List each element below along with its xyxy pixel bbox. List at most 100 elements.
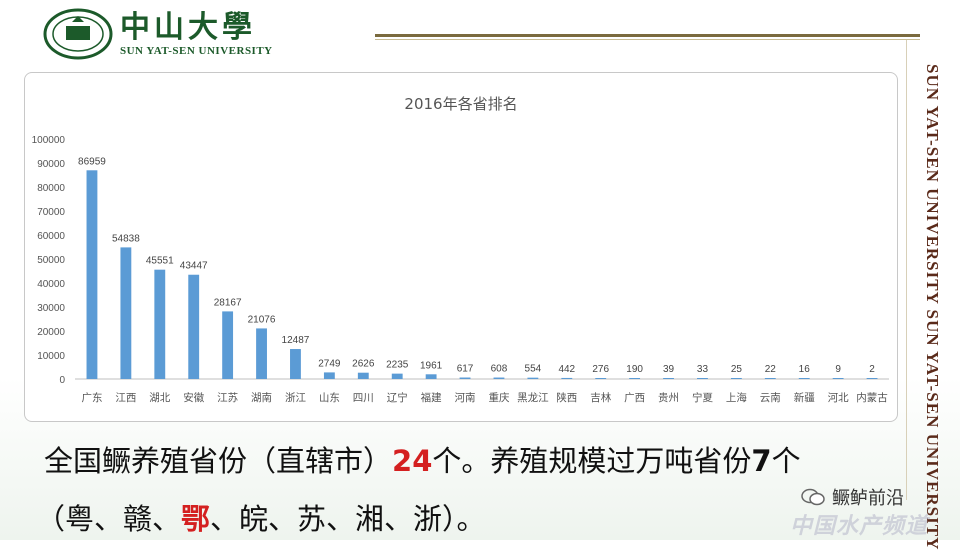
bar [188,274,200,379]
y-tick-label: 100000 [32,135,66,146]
x-tick-label: 浙江 [285,392,306,404]
data-label: 442 [558,364,575,375]
chart-title: 2016年各省排名 [404,95,517,113]
data-label: 2749 [318,358,341,369]
bar [154,269,166,379]
x-tick-label: 新疆 [794,391,815,404]
summary-line-2: （粤、赣、鄂、皖、苏、湘、浙）。 [36,496,486,538]
bar [256,328,267,379]
data-label: 190 [626,364,643,375]
x-tick-label: 宁夏 [692,391,713,404]
bar [561,377,573,379]
x-tick-label: 陕西 [556,391,577,404]
data-label: 25 [731,364,743,375]
wechat-icon [801,488,825,506]
summary-text-b: 个。养殖规模过万吨省份 [432,444,752,478]
bar [323,372,335,379]
chart-panel: 2016年各省排名 0 10000 20000 30000 40000 50000 60000… [24,72,898,422]
data-label: 276 [592,364,609,375]
province-list-b: 、皖、苏、湘、浙）。 [210,502,486,536]
data-label: 2 [869,364,875,375]
side-divider [906,40,907,500]
x-tick-label: 河南 [455,391,476,404]
x-tick-label: 黑龙江 [517,391,549,404]
y-tick-label: 20000 [37,327,65,338]
bar [120,247,132,379]
large-scale-count: 7 [751,444,772,478]
bar [493,377,505,379]
side-banner-text: SUN YAT-SEN UNIVERSITY SUN YAT-SEN UNIVE… [923,64,942,550]
summary-text-c: 个 [771,444,801,478]
data-label: 617 [457,364,474,375]
data-label: 2626 [352,359,375,370]
data-label: 9 [835,364,841,375]
data-label: 21076 [248,314,276,325]
x-tick-label: 江苏 [217,391,238,404]
bar [764,378,776,379]
x-tick-label: 山东 [319,391,340,404]
y-tick-label: 10000 [37,351,65,362]
x-tick-label: 云南 [760,391,781,404]
data-label: 54838 [112,233,140,244]
data-label: 2235 [386,360,409,371]
bar [798,378,810,379]
y-tick-label: 80000 [37,183,65,194]
y-tick-label: 40000 [37,279,65,290]
wechat-watermark: 鳜鲈前沿 [800,484,904,510]
y-tick-label: 60000 [37,231,65,242]
bar [866,378,878,379]
y-tick-label: 50000 [37,255,65,266]
data-label: 22 [765,364,777,375]
x-tick-label: 福建 [421,391,442,404]
bar [425,374,437,379]
x-tick-label: 湖北 [149,392,170,404]
bar [459,377,471,379]
x-tick-label: 吉林 [590,391,611,404]
x-tick-label: 四川 [353,392,374,404]
bar [357,372,369,379]
y-tick-label: 70000 [37,207,65,218]
bar [730,378,742,379]
bar [391,373,403,379]
bar [629,378,641,379]
x-tick-label: 重庆 [488,391,509,404]
university-seal-icon [43,8,113,60]
bar [595,378,607,379]
header-rule-thin [375,39,920,40]
data-label: 45551 [146,256,174,267]
y-tick-label: 30000 [37,303,65,314]
bar [663,378,674,379]
y-tick-label: 0 [59,375,65,386]
x-tick-label: 内蒙古 [856,391,888,404]
bar [527,377,539,379]
bar [832,378,844,379]
province-list-a: （粤、赣、 [36,502,182,536]
site-watermark: 中国水产频道 [790,514,929,539]
data-label: 28167 [214,297,242,308]
x-tick-label: 贵州 [658,391,679,404]
data-label: 16 [799,364,811,375]
province-count: 24 [392,444,433,478]
bar [86,170,98,379]
summary-line-1: 全国鳜养殖省份（直辖市）24个。养殖规模过万吨省份7个 [44,438,801,480]
y-tick-label: 90000 [37,159,65,170]
data-label: 554 [525,364,542,375]
x-tick-label: 安徽 [183,391,204,404]
logo-chinese: 中山大學 [120,10,256,45]
data-label: 39 [663,364,675,375]
data-label: 43447 [180,261,208,272]
summary-text-a: 全国鳜养殖省份（直辖市） [44,444,393,478]
x-tick-label: 河北 [828,392,849,404]
province-highlight: 鄂 [181,502,211,536]
x-tick-label: 广东 [81,391,102,404]
account-name: 鳜鲈前沿 [832,488,904,509]
x-tick-label: 上海 [726,391,747,404]
x-tick-label: 广西 [624,392,645,404]
data-label: 608 [491,364,508,375]
data-label: 12487 [282,335,310,346]
data-label: 1961 [420,360,443,371]
bar [222,311,234,379]
data-label: 33 [697,364,709,375]
x-tick-label: 湖南 [251,391,272,404]
logo-english: SUN YAT-SEN UNIVERSITY [120,45,273,57]
